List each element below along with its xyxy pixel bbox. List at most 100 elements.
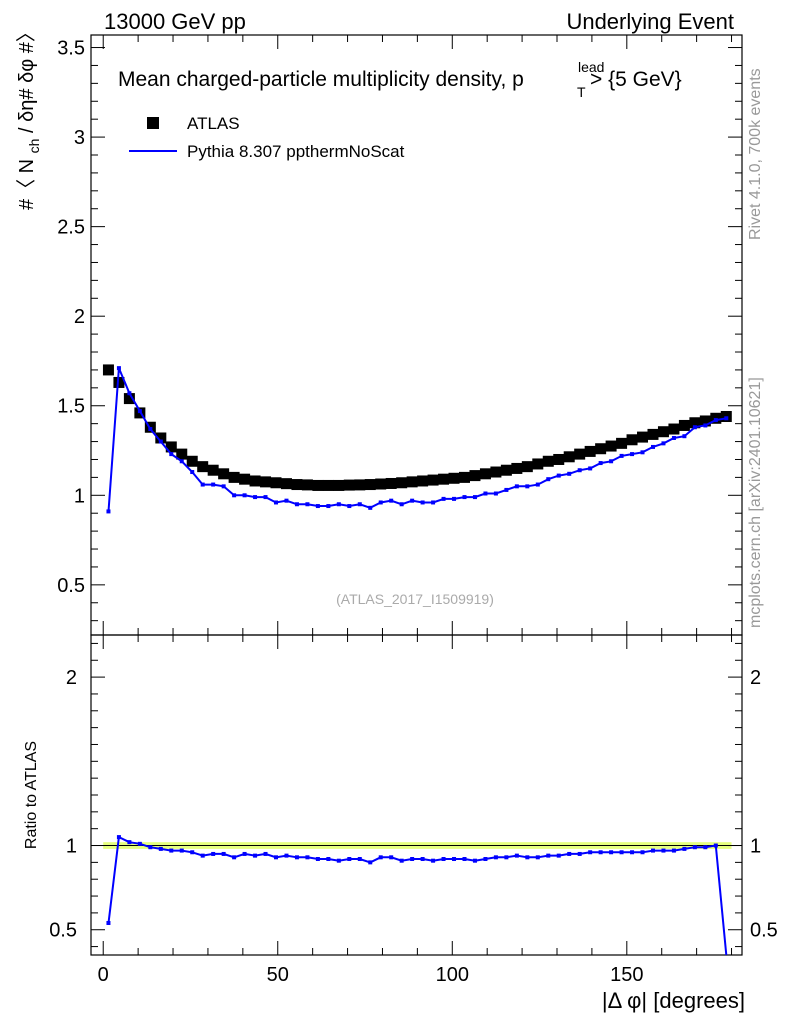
legend-atlas-marker bbox=[147, 117, 159, 129]
pythia-point bbox=[232, 493, 237, 498]
pythia-point bbox=[514, 484, 519, 489]
pythia-point bbox=[158, 439, 163, 444]
atlas-point bbox=[207, 464, 219, 476]
atlas-point bbox=[343, 479, 355, 491]
pythia-point bbox=[253, 495, 258, 500]
pythia-point bbox=[410, 498, 415, 503]
main-title-tail: > {5 GeV} bbox=[590, 68, 682, 91]
pythia-point bbox=[284, 498, 289, 503]
ratio-point bbox=[253, 853, 258, 858]
atlas-point bbox=[542, 455, 554, 467]
ratio-point bbox=[577, 851, 582, 856]
ratio-point bbox=[650, 848, 655, 853]
pythia-point bbox=[336, 502, 341, 507]
pythia-point bbox=[431, 500, 436, 505]
pythia-point bbox=[452, 496, 457, 501]
pythia-point bbox=[294, 502, 299, 507]
ratio-point bbox=[535, 855, 540, 860]
atlas-point bbox=[113, 376, 125, 388]
ratio-point bbox=[106, 921, 111, 925]
atlas-data-points bbox=[102, 364, 732, 491]
ratio-point bbox=[452, 857, 457, 861]
main-y-label-head: #〈 N bbox=[16, 159, 38, 210]
atlas-point bbox=[511, 462, 523, 474]
ratio-point bbox=[158, 846, 163, 851]
ratio-point bbox=[274, 855, 279, 860]
x-axis-label: |Δ φ| [degrees] bbox=[602, 988, 745, 1013]
ratio-point bbox=[116, 835, 121, 840]
main-y-tick-label: 2 bbox=[74, 306, 85, 328]
atlas-point bbox=[270, 477, 282, 489]
pythia-point bbox=[221, 484, 226, 489]
pythia-point bbox=[525, 484, 530, 489]
atlas-point bbox=[605, 440, 617, 452]
ratio-point bbox=[640, 850, 645, 855]
ratio-point bbox=[525, 855, 530, 860]
main-y-ticks bbox=[91, 47, 742, 622]
ratio-point bbox=[368, 860, 373, 865]
atlas-point bbox=[312, 479, 324, 491]
ratio-point bbox=[284, 853, 289, 858]
pythia-point bbox=[137, 409, 142, 414]
atlas-point bbox=[438, 473, 450, 485]
pythia-point bbox=[609, 459, 614, 464]
pythia-point bbox=[640, 450, 645, 455]
ratio-point bbox=[483, 857, 488, 861]
mcplots-label: mcplots.cern.ch [arXiv:2401.10621] bbox=[747, 377, 764, 628]
pythia-point bbox=[661, 441, 666, 446]
pythia-point bbox=[368, 505, 373, 510]
pythia-point bbox=[106, 509, 111, 514]
ratio-y-tick-label: 1 bbox=[66, 836, 77, 858]
atlas-point bbox=[165, 441, 177, 453]
pythia-point bbox=[650, 444, 655, 449]
main-title: Mean charged-particle multiplicity densi… bbox=[118, 68, 524, 91]
atlas-point bbox=[197, 461, 209, 473]
ratio-x-ticks bbox=[102, 635, 733, 955]
pythia-point bbox=[619, 453, 624, 458]
atlas-point bbox=[637, 431, 649, 443]
ratio-point bbox=[336, 858, 341, 863]
ratio-y-tick-label-right: 1 bbox=[750, 836, 761, 858]
legend-atlas-label: ATLAS bbox=[187, 114, 240, 133]
x-tick-label: 50 bbox=[267, 964, 289, 986]
atlas-point bbox=[249, 475, 261, 487]
pythia-point bbox=[671, 435, 676, 440]
pythia-point bbox=[462, 495, 467, 500]
pythia-point bbox=[472, 495, 477, 500]
x-tick-labels: 0 50 100 150 bbox=[98, 964, 644, 986]
pythia-point bbox=[263, 495, 268, 500]
pythia-curve bbox=[106, 366, 729, 514]
ratio-point bbox=[431, 858, 436, 863]
atlas-point bbox=[574, 448, 586, 460]
pythia-point bbox=[546, 477, 551, 482]
pythia-point bbox=[399, 502, 404, 507]
pythia-point bbox=[127, 391, 132, 396]
ratio-point bbox=[190, 850, 195, 855]
ratio-plot-frame bbox=[90, 634, 743, 956]
atlas-point bbox=[291, 479, 303, 491]
main-title-text: Mean charged-particle multiplicity densi… bbox=[118, 68, 524, 91]
x-tick-label: 150 bbox=[610, 964, 643, 986]
atlas-point bbox=[186, 455, 198, 467]
ratio-point bbox=[462, 857, 467, 861]
watermark: (ATLAS_2017_I1509919) bbox=[336, 591, 494, 607]
main-y-tick-label: 1.5 bbox=[57, 396, 85, 418]
ratio-point bbox=[420, 857, 425, 861]
ratio-point bbox=[671, 848, 676, 853]
ratio-point bbox=[179, 848, 184, 853]
ratio-point bbox=[504, 855, 509, 860]
atlas-point bbox=[448, 472, 460, 484]
atlas-point bbox=[301, 479, 313, 491]
pythia-point bbox=[378, 500, 383, 505]
pythia-point bbox=[389, 498, 394, 503]
atlas-point bbox=[595, 443, 607, 455]
pythia-point bbox=[116, 366, 121, 371]
pythia-point bbox=[556, 473, 561, 478]
ratio-point bbox=[347, 857, 352, 861]
pythia-point bbox=[692, 425, 697, 430]
atlas-point bbox=[500, 464, 512, 476]
ratio-point bbox=[661, 848, 666, 853]
pythia-point bbox=[504, 487, 509, 492]
atlas-point bbox=[406, 476, 418, 488]
main-y-tick-labels: 0.5 1 1.5 2 2.5 3 3.5 bbox=[57, 38, 85, 597]
